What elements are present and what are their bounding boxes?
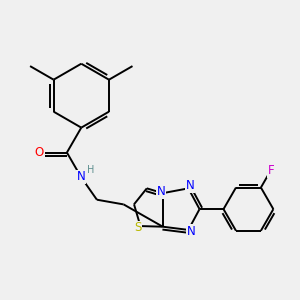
Text: N: N <box>157 185 166 198</box>
Text: N: N <box>77 170 86 183</box>
Text: S: S <box>134 221 142 234</box>
Text: F: F <box>268 164 274 177</box>
Text: O: O <box>34 146 44 159</box>
Text: H: H <box>86 165 94 176</box>
Text: N: N <box>187 225 195 238</box>
Text: N: N <box>186 179 194 192</box>
